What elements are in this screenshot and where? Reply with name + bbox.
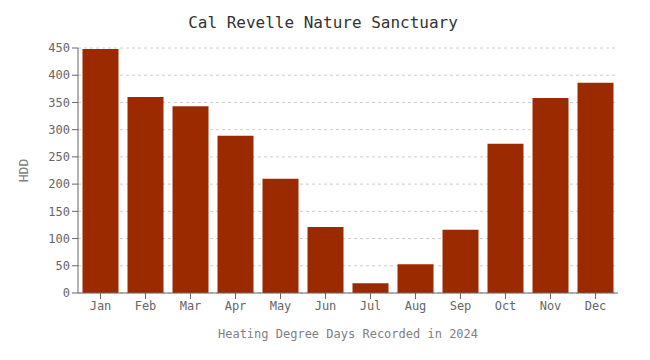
svg-text:Heating Degree Days Recorded i: Heating Degree Days Recorded in 2024 [218, 327, 478, 341]
svg-text:350: 350 [48, 96, 70, 110]
svg-text:300: 300 [48, 123, 70, 137]
svg-text:Jun: Jun [315, 299, 337, 313]
svg-text:Dec: Dec [585, 299, 607, 313]
svg-text:Nov: Nov [540, 299, 562, 313]
svg-text:Mar: Mar [180, 299, 202, 313]
svg-text:HDD: HDD [16, 159, 31, 183]
svg-text:0: 0 [63, 286, 70, 300]
svg-text:May: May [270, 299, 292, 313]
svg-text:Jan: Jan [90, 299, 112, 313]
svg-text:Aug: Aug [405, 299, 427, 313]
svg-text:200: 200 [48, 177, 70, 191]
svg-text:Oct: Oct [495, 299, 517, 313]
svg-text:100: 100 [48, 232, 70, 246]
svg-text:Feb: Feb [135, 299, 157, 313]
svg-text:400: 400 [48, 68, 70, 82]
svg-text:Sep: Sep [450, 299, 472, 313]
html-text:Cal Revelle Nature Sanctuary: Cal Revelle Nature Sanctuary [188, 13, 458, 32]
svg-text:50: 50 [56, 259, 70, 273]
svg-text:Jul: Jul [360, 299, 382, 313]
svg-text:250: 250 [48, 150, 70, 164]
svg-text:Apr: Apr [225, 299, 247, 313]
svg-text:150: 150 [48, 205, 70, 219]
svg-text:450: 450 [48, 41, 70, 55]
